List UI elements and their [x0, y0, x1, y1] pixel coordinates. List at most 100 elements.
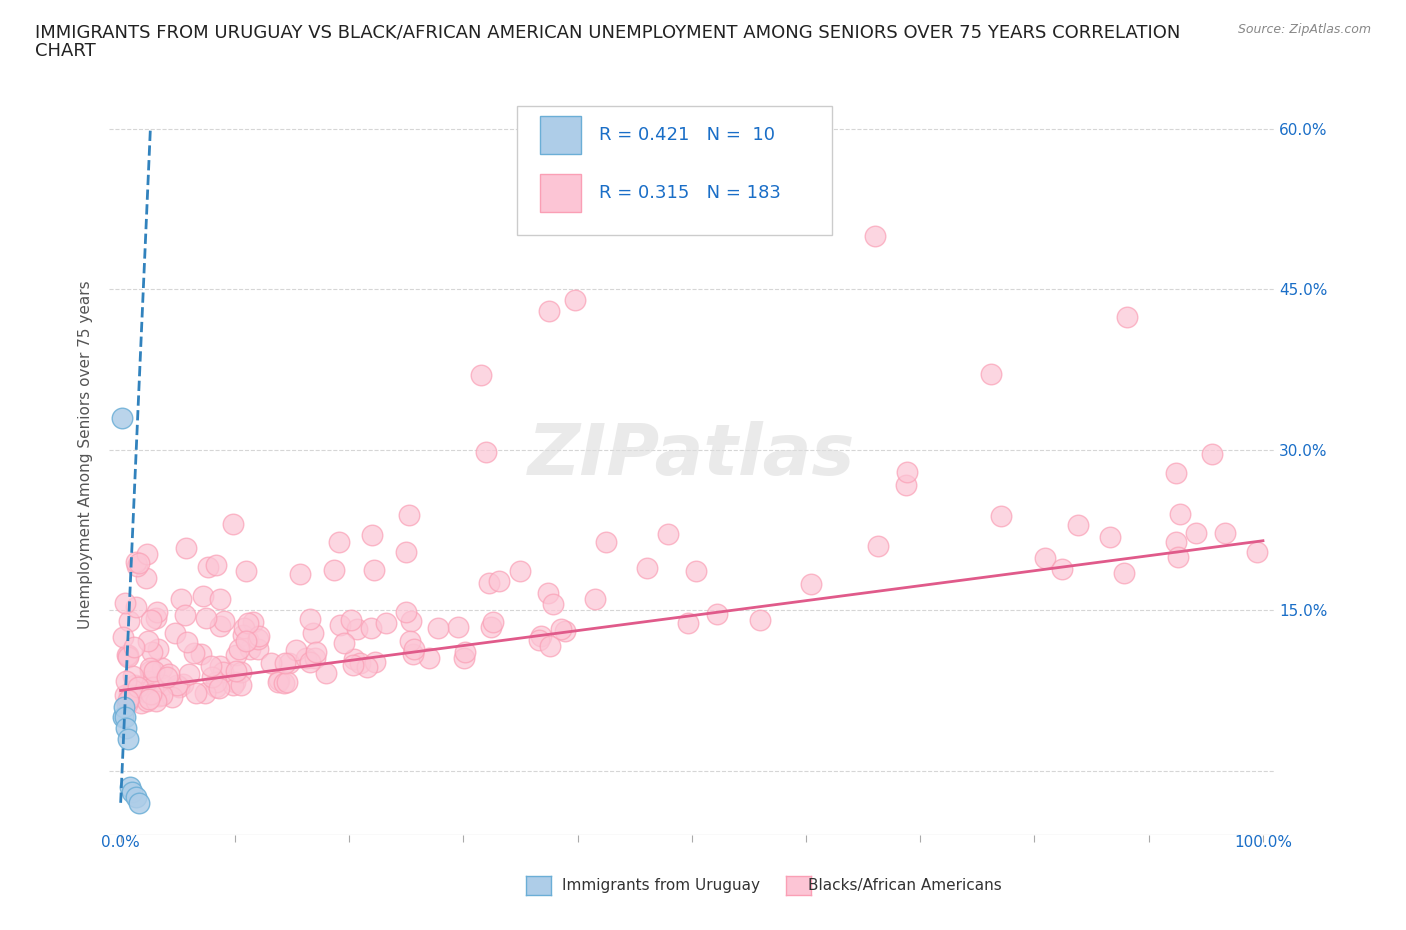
- Point: [288, 566, 311, 581]
- Point: [229, 664, 252, 679]
- Point: [214, 613, 236, 628]
- Point: [299, 612, 322, 627]
- Point: [446, 619, 468, 634]
- Point: [1067, 517, 1090, 532]
- Point: [200, 658, 222, 673]
- Point: [135, 571, 157, 586]
- Point: [990, 509, 1012, 524]
- Point: [139, 664, 162, 679]
- Point: [453, 650, 475, 665]
- Point: [304, 651, 326, 666]
- Point: [111, 710, 134, 724]
- Point: [124, 790, 146, 804]
- Point: [169, 591, 191, 606]
- Point: [896, 478, 918, 493]
- Text: Source: ZipAtlas.com: Source: ZipAtlas.com: [1237, 23, 1371, 36]
- Point: [142, 664, 165, 679]
- FancyBboxPatch shape: [517, 106, 831, 235]
- Point: [194, 685, 217, 700]
- Point: [1050, 562, 1073, 577]
- Point: [564, 293, 586, 308]
- Point: [225, 647, 247, 662]
- Point: [111, 410, 134, 425]
- Point: [172, 677, 194, 692]
- Point: [122, 640, 145, 655]
- Point: [156, 670, 179, 684]
- Point: [260, 656, 283, 671]
- Point: [399, 633, 422, 648]
- Point: [131, 679, 153, 694]
- Point: [538, 639, 561, 654]
- Point: [537, 586, 560, 601]
- Point: [266, 674, 288, 689]
- Point: [145, 611, 167, 626]
- Point: [225, 664, 247, 679]
- Point: [242, 614, 264, 629]
- Point: [163, 626, 186, 641]
- Point: [135, 684, 157, 699]
- Point: [195, 610, 218, 625]
- Point: [247, 642, 270, 657]
- Point: [527, 632, 550, 647]
- Point: [115, 648, 138, 663]
- Point: [125, 554, 148, 569]
- Point: [657, 527, 679, 542]
- Point: [233, 620, 256, 635]
- Point: [247, 629, 270, 644]
- Text: CHART: CHART: [35, 42, 96, 60]
- Point: [139, 661, 162, 676]
- Point: [554, 623, 576, 638]
- Point: [328, 535, 350, 550]
- Point: [121, 669, 143, 684]
- Point: [139, 686, 162, 701]
- Point: [183, 646, 205, 661]
- Point: [222, 517, 245, 532]
- Point: [120, 688, 142, 703]
- Point: [200, 670, 222, 684]
- Point: [395, 544, 418, 559]
- Point: [343, 651, 366, 666]
- Point: [174, 607, 197, 622]
- Text: R = 0.421   N =  10: R = 0.421 N = 10: [599, 126, 775, 144]
- Point: [150, 688, 173, 703]
- Point: [1164, 466, 1187, 481]
- Text: Immigrants from Uruguay: Immigrants from Uruguay: [562, 878, 761, 893]
- Point: [135, 694, 157, 709]
- Point: [117, 731, 139, 746]
- Point: [118, 779, 141, 794]
- Point: [636, 561, 658, 576]
- Point: [145, 682, 167, 697]
- Text: R = 0.315   N = 183: R = 0.315 N = 183: [599, 184, 780, 202]
- Point: [530, 629, 553, 644]
- Point: [146, 604, 169, 619]
- Point: [1033, 551, 1056, 565]
- Point: [276, 675, 298, 690]
- Point: [342, 658, 364, 672]
- Point: [478, 576, 501, 591]
- Point: [361, 528, 384, 543]
- Point: [475, 445, 498, 459]
- Point: [298, 654, 321, 669]
- Point: [980, 366, 1002, 381]
- Point: [402, 647, 425, 662]
- Point: [209, 658, 232, 673]
- Point: [127, 680, 149, 695]
- Point: [896, 464, 918, 479]
- Point: [117, 693, 139, 708]
- Y-axis label: Unemployment Among Seniors over 75 years: Unemployment Among Seniors over 75 years: [79, 281, 93, 630]
- Point: [136, 547, 159, 562]
- Point: [205, 558, 228, 573]
- Point: [1246, 545, 1268, 560]
- Point: [145, 694, 167, 709]
- Point: [128, 795, 150, 810]
- Point: [138, 674, 160, 689]
- Point: [470, 367, 492, 382]
- Point: [426, 620, 449, 635]
- Point: [1201, 446, 1223, 461]
- Point: [295, 650, 318, 665]
- Point: [128, 555, 150, 570]
- Point: [114, 688, 136, 703]
- Point: [509, 564, 531, 578]
- Point: [488, 574, 510, 589]
- Point: [1112, 565, 1135, 580]
